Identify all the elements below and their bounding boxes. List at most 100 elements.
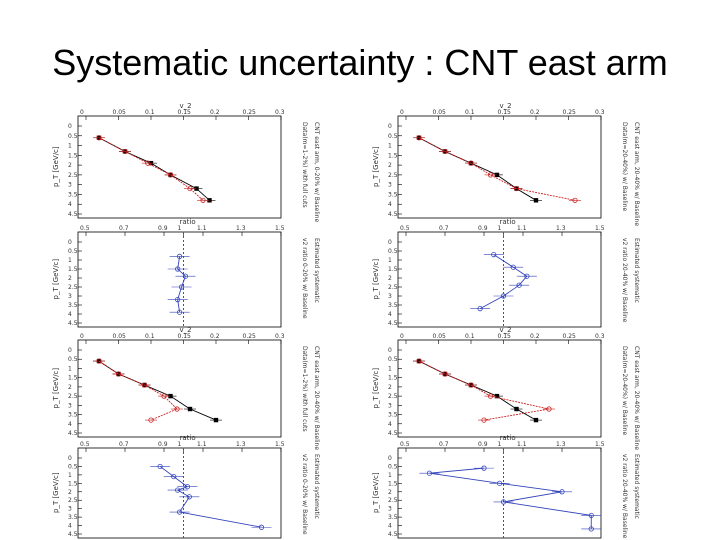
data-point <box>258 524 265 530</box>
legend-entry: Data(m=1-2%) with full cuts <box>301 346 308 432</box>
legend-entry: Data(m=1-2%) with full cuts <box>301 122 308 208</box>
y-tick-label: 0.25 <box>563 333 577 340</box>
y-tick-label: 0.15 <box>178 109 192 116</box>
x-tick-label: 0.5 <box>388 248 398 255</box>
data-point <box>141 382 148 388</box>
y-tick-label: 0.25 <box>243 109 257 116</box>
y-tick-label: 0.5 <box>80 441 90 448</box>
x-tick-label: 0 <box>388 347 392 354</box>
x-tick-label: 1.5 <box>68 152 78 159</box>
y-tick-label: 1.3 <box>236 441 246 448</box>
y-tick-label: 0.7 <box>119 441 129 448</box>
y-tick-label: 1.3 <box>556 441 566 448</box>
x-tick-label: 1 <box>68 257 72 264</box>
y-tick-label: 0 <box>80 333 84 340</box>
chart-panel-2: 0 0.05 0.1 0.15 0.2 0.25 0.3 0 0.5 1 1.5 2 2.5 3 3.5 4 4… <box>372 102 640 226</box>
x-tick-label: 1 <box>388 472 392 479</box>
x-tick-label: 1.5 <box>388 480 398 487</box>
y-tick-label: 0.3 <box>275 109 285 116</box>
x-tick-label: 3.5 <box>388 191 398 198</box>
data-point <box>96 135 102 141</box>
data-point <box>442 371 448 377</box>
y-tick-label: 1.1 <box>517 225 527 232</box>
x-tick-label: 2 <box>388 162 392 169</box>
legend-entry: CNT east arm, 20-40% w/ Baseline <box>633 122 640 226</box>
x-tick-label: 0.5 <box>68 356 78 363</box>
legend-entry: CNT east arm, 0-20% w/ Baseline <box>313 122 320 223</box>
legend-entry: v2 ratio 0-20% w/ Baseline <box>301 238 308 319</box>
x-tick-label: 4.5 <box>68 320 78 327</box>
y-axis-label: ratio <box>500 218 516 226</box>
x-tick-label: 2.5 <box>68 497 78 504</box>
x-tick-label: 2 <box>68 275 72 282</box>
data-point <box>148 417 154 423</box>
x-tick-label: 1 <box>388 143 392 150</box>
x-tick-label: 0.5 <box>68 463 78 470</box>
y-tick-label: 0.5 <box>80 225 90 232</box>
data-point <box>416 358 422 364</box>
data-point <box>175 487 181 493</box>
y-tick-label: 0.7 <box>439 225 449 232</box>
y-tick-label: 0.9 <box>478 441 488 448</box>
data-point <box>200 197 206 203</box>
y-tick-label: 1.3 <box>556 225 566 232</box>
y-tick-label: 0.3 <box>595 109 605 116</box>
y-axis-label: v_2 <box>500 102 512 110</box>
data-point <box>494 393 500 399</box>
y-tick-label: 0.3 <box>595 333 605 340</box>
y-tick-label: 0.5 <box>400 225 410 232</box>
chart-panel-7: 0.5 0.7 0.9 1 1.1 1.3 1.500.511.522.533.544.5p… <box>52 434 320 539</box>
y-tick-label: 0.2 <box>530 333 540 340</box>
x-tick-label: 4 <box>388 523 392 530</box>
chart-panel-1: 0 0.05 0.1 0.15 0.2 0.25 0.3 0 0.5 1 1.5 2 2.5 3 3.5 4 4… <box>52 102 320 223</box>
x-tick-label: 3.5 <box>388 412 398 419</box>
data-point <box>145 160 151 166</box>
chart-panel-5: 0 0.05 0.1 0.15 0.2 0.25 0.3 0 0.5 1 1.5 2 2.5 3 3.5 4 4… <box>52 326 320 450</box>
x-tick-label: 2.5 <box>68 172 78 179</box>
x-tick-label: 3 <box>388 293 392 300</box>
y-tick-label: 0.7 <box>119 225 129 232</box>
data-point <box>588 512 594 519</box>
x-tick-label: 1.5 <box>388 266 398 273</box>
y-tick-label: 0.1 <box>465 109 475 116</box>
x-tick-label: 1.5 <box>388 375 398 382</box>
data-point <box>491 252 497 258</box>
x-tick-label: 1.5 <box>388 152 398 159</box>
data-point <box>178 284 185 290</box>
x-tick-label: 3 <box>68 402 72 409</box>
data-point <box>468 160 474 166</box>
data-point <box>175 266 181 272</box>
legend-entry: Estimated systematic <box>313 238 320 303</box>
legend-entry: Estimated systematic <box>633 454 640 519</box>
x-tick-label: 2.5 <box>388 393 398 400</box>
legend-entry: CNT east arm, 20-40% w/ Baseline <box>633 346 640 450</box>
x-tick-label: 2.5 <box>388 284 398 291</box>
x-tick-label: 0.5 <box>68 133 78 140</box>
chart-panel-6: 0 0.05 0.1 0.15 0.2 0.25 0.3 0 0.5 1 1.5 2 2.5 3 3.5 4 4… <box>372 326 640 450</box>
x-tick-label: 2 <box>68 489 72 496</box>
x-tick-label: 1 <box>388 257 392 264</box>
x-axis-label: p_T [GeV/c] <box>372 472 380 513</box>
x-tick-label: 3.5 <box>68 514 78 521</box>
x-tick-label: 4 <box>68 523 72 530</box>
plot-frame <box>77 447 282 539</box>
data-point <box>115 371 122 377</box>
data-point <box>182 273 189 279</box>
x-tick-label: 3 <box>68 506 72 513</box>
y-tick-label: 0.25 <box>243 333 257 340</box>
data-point <box>510 264 516 270</box>
data-point <box>177 309 183 315</box>
y-tick-label: 0.5 <box>400 441 410 448</box>
y-tick-label: 0.1 <box>145 333 155 340</box>
y-tick-label: 0.05 <box>113 333 127 340</box>
x-tick-label: 2 <box>388 275 392 282</box>
data-point <box>122 148 128 155</box>
y-axis-label: ratio <box>180 434 196 442</box>
x-axis-label: p_T [GeV/c] <box>372 368 380 409</box>
y-tick-label: 0.2 <box>530 109 540 116</box>
data-point <box>572 197 578 203</box>
x-axis-label: p_T [GeV/c] <box>52 472 60 513</box>
x-tick-label: 3 <box>68 293 72 300</box>
y-tick-label: 0 <box>400 333 404 340</box>
